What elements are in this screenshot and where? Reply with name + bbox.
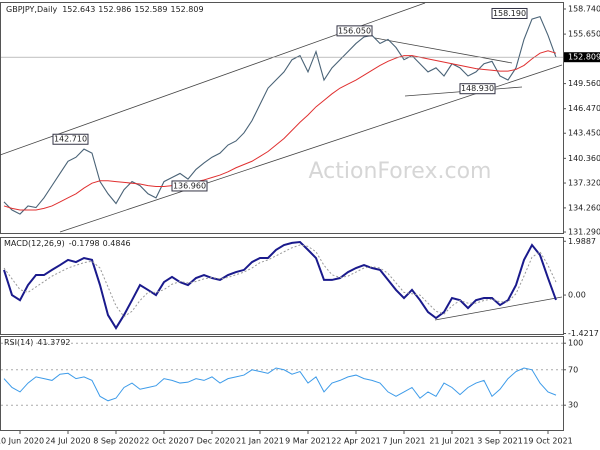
x-tick-label: 22 Apr 2021 — [331, 437, 380, 446]
y-tick-label: 131.290 — [568, 228, 600, 237]
y-tick-label: -1.4217 — [568, 329, 599, 338]
close: 152.809 — [170, 5, 203, 14]
x-tick-label: 19 Oct 2021 — [523, 437, 572, 446]
series-line — [3, 244, 557, 318]
y-tick-label: 158.740 — [568, 5, 600, 14]
annotation-label: 148.930 — [461, 84, 494, 93]
macd-panel — [0, 237, 564, 335]
annotation-label: 142.710 — [54, 135, 87, 144]
rsi-panel — [0, 336, 564, 431]
x-tick-label: 22 Oct 2020 — [139, 437, 188, 446]
watermark: ActionForex.com — [309, 159, 492, 184]
x-tick-label: 8 Sep 2020 — [93, 437, 139, 446]
y-tick-label: 0.00 — [568, 291, 586, 300]
high: 152.986 — [98, 5, 131, 14]
y-tick-label: 137.320 — [568, 179, 600, 188]
x-tick-label: 7 Dec 2020 — [189, 437, 235, 446]
price-header: GBPJPY,Daily 152.643 152.986 152.589 152.809 — [6, 5, 204, 14]
signal-reading: 0.4846 — [103, 239, 131, 248]
rsi-title: RSI(14) — [4, 338, 33, 347]
annotation-label: 158.190 — [493, 9, 526, 18]
y-tick-label: 140.360 — [568, 154, 600, 163]
annotation-box — [171, 180, 208, 192]
annotation-box — [491, 7, 528, 19]
annotation-box — [52, 133, 89, 145]
open: 152.643 — [62, 5, 95, 14]
y-tick-label: 100 — [568, 339, 583, 348]
annotation-box — [459, 83, 496, 95]
annotation-label: 136.960 — [173, 181, 206, 190]
y-tick-label: 155.650 — [568, 30, 600, 39]
y-tick-label: 146.470 — [568, 104, 600, 113]
y-tick-label: 30 — [568, 401, 578, 410]
triangle-upper — [374, 37, 513, 64]
x-tick-label: 24 Jul 2020 — [45, 437, 90, 446]
y-tick-label: 134.260 — [568, 203, 600, 212]
low: 152.589 — [134, 5, 167, 14]
last-price-box — [564, 52, 600, 63]
y-tick-label: 143.450 — [568, 129, 600, 138]
x-tick-label: 9 Mar 2021 — [285, 437, 331, 446]
annotation-label: 156.050 — [338, 26, 371, 35]
price-panel — [0, 2, 564, 234]
x-tick-label: 21 Jan 2021 — [236, 437, 284, 446]
x-tick-label: 3 Sep 2021 — [477, 437, 523, 446]
x-tick-label: 7 Jun 2021 — [382, 437, 425, 446]
macd-header: MACD(12,26,9) -0.1798 0.4846 — [4, 239, 131, 248]
macd-trendline — [434, 296, 563, 321]
y-tick-label: 1.9887 — [568, 237, 596, 246]
annotation-box — [336, 25, 373, 37]
y-tick-label: 70 — [568, 365, 578, 374]
y-tick-label: 149.560 — [568, 79, 600, 88]
symbol: GBPJPY,Daily — [6, 5, 57, 14]
x-tick-label: 21 Jul 2021 — [429, 437, 474, 446]
x-tick-label: 10 Jun 2020 — [0, 437, 44, 446]
series-line — [3, 367, 557, 402]
series-line — [3, 15, 557, 215]
rsi-header: RSI(14) 41.3792 — [4, 338, 71, 347]
last-price-label: 152.809 — [568, 53, 600, 62]
rsi-reading: 41.3792 — [37, 338, 70, 347]
macd-reading: -0.1798 — [69, 239, 100, 248]
series-line — [3, 50, 557, 211]
series-line — [3, 241, 557, 330]
macd-title: MACD(12,26,9) — [4, 239, 65, 248]
